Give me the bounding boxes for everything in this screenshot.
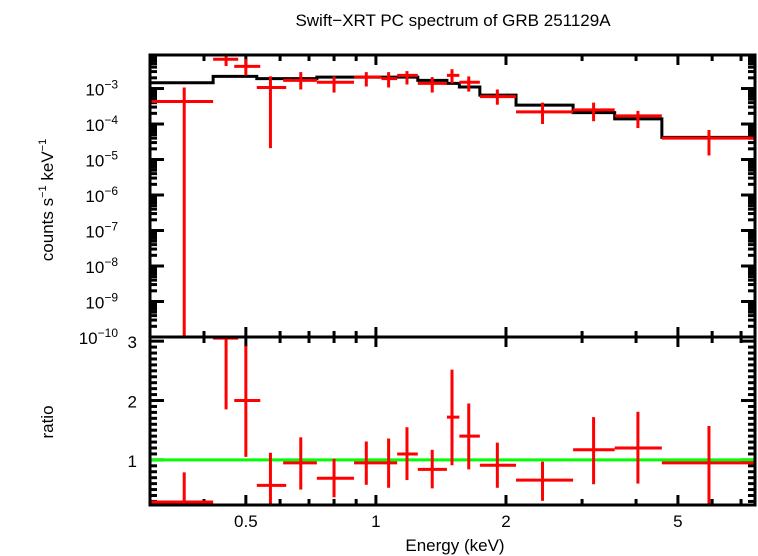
y-tick-base: 10 <box>85 187 104 206</box>
y-tick-label: 10−8 <box>85 255 118 277</box>
ratio-y-tick-label: 1 <box>128 452 137 471</box>
y-tick-exponent: −9 <box>104 291 118 305</box>
spectrum-data-point <box>417 77 447 93</box>
ratio-data-point <box>381 438 398 488</box>
spectrum-data-point <box>614 110 662 129</box>
y-axis-label-spectrum: counts s−1 keV−1 <box>37 139 57 261</box>
spectrum-axes: 10−310−410−510−610−710−810−910−10 <box>79 54 755 348</box>
ratio-data-point <box>213 336 239 410</box>
ratio-y-tick-label: 2 <box>128 393 137 412</box>
y-tick-base: 10 <box>85 152 104 171</box>
ratio-data-point <box>397 427 418 481</box>
spectrum-data-point <box>381 72 398 88</box>
y-tick-label: 10−4 <box>85 113 118 135</box>
ratio-data-point <box>256 452 287 505</box>
model-steps <box>150 74 755 139</box>
ratio-data-point <box>234 345 261 457</box>
ratio-data-point <box>150 472 214 505</box>
ratio-data-point <box>417 449 447 489</box>
ratio-data-point <box>316 458 355 498</box>
y-tick-label: 10−9 <box>85 291 118 313</box>
ratio-data-point <box>459 403 480 470</box>
ratio-data-point <box>446 369 460 466</box>
spectrum-data-point <box>446 69 460 84</box>
y-tick-label: 10−5 <box>85 149 118 171</box>
x-tick-label: 5 <box>673 512 682 531</box>
ratio-data-point <box>283 437 317 490</box>
ratio-frame <box>148 335 757 507</box>
spectrum-data-point <box>661 129 755 156</box>
ratio-data-point <box>479 442 517 488</box>
ratio-data-point <box>614 411 662 484</box>
spectrum-data-point <box>316 76 355 93</box>
spectrum-data-point <box>256 76 287 149</box>
x-tick-label: 1 <box>371 512 380 531</box>
y-tick-base: 10 <box>85 294 104 313</box>
y-tick-exponent: −6 <box>104 184 118 198</box>
y-tick-label: 10−3 <box>85 78 118 100</box>
y-axis-label-ratio: ratio <box>38 405 57 438</box>
x-tick-label: 2 <box>501 512 510 531</box>
spectrum-data-point <box>516 102 574 125</box>
y-tick-exponent: −8 <box>104 255 118 269</box>
y-tick-base: 10 <box>85 116 104 135</box>
y-tick-exponent: −7 <box>104 220 118 234</box>
y-tick-label: 10−10 <box>79 326 119 348</box>
y-tick-label: 10−7 <box>85 220 118 242</box>
chart-title: Swift−XRT PC spectrum of GRB 251129A <box>295 11 611 30</box>
spectrum-frame <box>148 53 757 339</box>
ratio-data-point <box>516 461 574 501</box>
y-tick-exponent: −4 <box>104 113 118 127</box>
y-tick-exponent: −5 <box>104 149 118 163</box>
ylabel-exp-2: −1 <box>37 139 49 152</box>
spectrum-data-point <box>150 87 214 337</box>
spectrum-data-point <box>234 59 261 76</box>
spectrum-data-point <box>283 72 317 90</box>
spectrum-data-point <box>397 71 418 85</box>
spectrum-data-point <box>479 89 517 105</box>
ylabel-exp-1: −1 <box>37 185 49 198</box>
spectrum-data-point <box>354 72 382 87</box>
ratio-data-point <box>354 441 382 485</box>
x-tick-label: 0.5 <box>234 512 258 531</box>
ratio-data-point <box>573 417 615 485</box>
ratio-data-points <box>150 336 755 505</box>
y-tick-base: 10 <box>85 81 104 100</box>
model-step-line <box>150 74 755 139</box>
ratio-axes: 0.5 1 2 5 1 2 3 <box>128 333 755 531</box>
spectrum-data-point <box>573 102 615 122</box>
y-tick-exponent: −10 <box>98 326 119 340</box>
spectrum-data-point <box>459 76 480 92</box>
y-tick-label: 10−6 <box>85 184 118 206</box>
y-tick-base: 10 <box>85 258 104 277</box>
y-tick-base: 10 <box>85 223 104 242</box>
ratio-y-tick-label: 3 <box>128 333 137 352</box>
ylabel-part-counts: counts s <box>38 198 57 261</box>
x-axis-label: Energy (keV) <box>405 536 504 555</box>
panel-frames <box>148 53 757 507</box>
ratio-data-point <box>661 426 755 504</box>
spectrum-data-points <box>150 53 755 337</box>
y-tick-exponent: −3 <box>104 78 118 92</box>
y-tick-base: 10 <box>79 329 98 348</box>
ylabel-part-kev: keV <box>38 151 57 186</box>
